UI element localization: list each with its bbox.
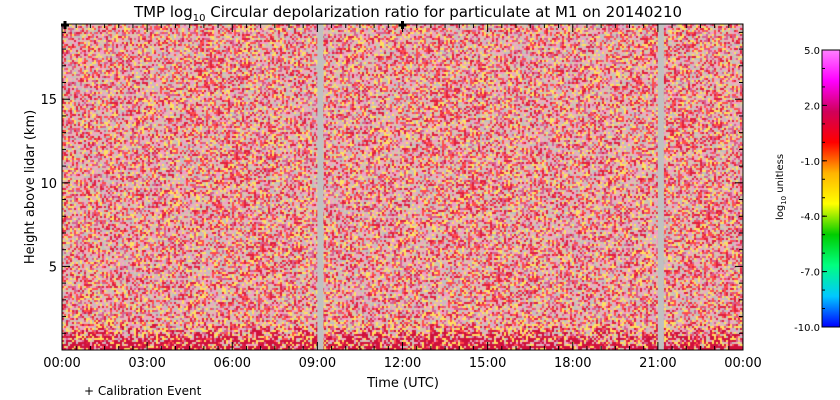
y-tick-label: 10 <box>40 177 57 192</box>
y-axis-label: Height above lidar (km) <box>23 110 38 264</box>
x-tick-label: 12:00 <box>384 356 421 371</box>
x-axis: 00:00 03:00 06:00 09:00 12:00 15:00 18:00 21:00… <box>43 24 762 371</box>
y-tick-label: 15 <box>40 93 57 108</box>
heatmap-image <box>62 24 743 350</box>
colorbar-tick-label: 5.0 <box>804 46 820 57</box>
colorbar-tick-label: -10.0 <box>794 323 820 334</box>
x-tick-label: 00:00 <box>724 356 761 371</box>
missing-data-band <box>317 24 324 350</box>
calibration-legend: + Calibration Event <box>84 384 202 398</box>
x-tick-label: 21:00 <box>639 356 676 371</box>
colorbar-tick-label: -4.0 <box>800 212 820 223</box>
chart-title: TMP log10 Circular depolarization ratio … <box>133 3 682 24</box>
colorbar-gradient <box>821 49 840 328</box>
x-axis-label: Time (UTC) <box>366 376 439 391</box>
x-tick-label: 09:00 <box>299 356 336 371</box>
x-tick-label: 06:00 <box>214 356 251 371</box>
missing-data-band <box>657 24 664 350</box>
x-tick-label: 18:00 <box>554 356 591 371</box>
colorbar: 5.0 2.0 -1.0 -4.0 -7.0 -10.0 <box>794 46 840 334</box>
x-tick-label: 03:00 <box>128 356 165 371</box>
x-tick-label: 00:00 <box>43 356 80 371</box>
x-tick-label: 15:00 <box>469 356 506 371</box>
colorbar-label: log10 unitless <box>775 154 788 220</box>
colorbar-tick-label: -1.0 <box>800 157 820 168</box>
colorbar-tick-label: 2.0 <box>804 101 820 112</box>
plot-area <box>61 21 743 350</box>
y-tick-label: 5 <box>49 260 57 275</box>
colorbar-tick-label: -7.0 <box>800 268 820 279</box>
y-axis: 5 10 15 <box>40 31 743 334</box>
